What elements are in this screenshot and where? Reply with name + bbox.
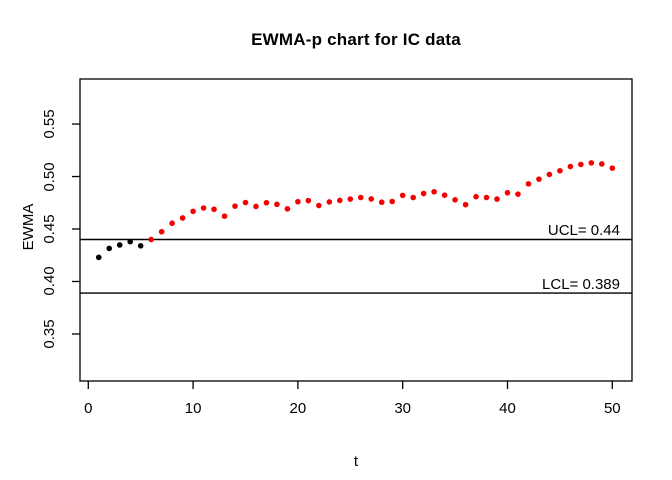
data-point-red	[546, 171, 553, 178]
data-point-red	[462, 201, 469, 208]
data-point-red	[295, 198, 301, 205]
data-point-black	[127, 238, 134, 245]
data-point-red	[609, 165, 616, 171]
y-tick-label: 0.40	[41, 266, 58, 297]
x-tick-label: 0	[84, 400, 93, 417]
data-point-red	[567, 163, 574, 170]
data-point-red	[253, 203, 259, 210]
lcl-label: LCL= 0.389	[542, 276, 620, 293]
data-point-red	[347, 196, 354, 202]
data-point-red	[420, 190, 427, 197]
data-point-red	[536, 176, 542, 182]
data-point-red	[326, 199, 333, 205]
ucl-label: UCL= 0.44	[547, 222, 620, 239]
data-point-red	[242, 199, 249, 206]
data-point-red	[305, 197, 312, 204]
data-point-red	[578, 161, 584, 168]
data-point-red	[441, 192, 448, 199]
data-point-red	[263, 199, 270, 206]
data-point-red	[158, 228, 165, 235]
x-tick-label: 50	[603, 400, 621, 417]
data-point-red	[431, 188, 437, 195]
data-point-red	[357, 194, 364, 201]
data-point-red	[389, 198, 396, 205]
data-point-red	[200, 205, 207, 211]
data-point-red	[410, 194, 416, 201]
x-tick-label: 10	[184, 400, 202, 417]
y-tick-label: 0.45	[41, 214, 58, 244]
data-point-red	[190, 208, 196, 215]
data-point-red	[483, 194, 490, 201]
data-point-red	[557, 167, 563, 174]
data-point-red	[378, 199, 385, 206]
plot-box	[79, 78, 633, 382]
data-point-red	[179, 215, 186, 221]
data-point-red	[473, 193, 479, 200]
data-point-red	[399, 192, 406, 199]
x-tick-label: 40	[499, 400, 516, 417]
y-tick-label: 0.50	[41, 161, 58, 192]
x-axis-label: t	[353, 453, 359, 470]
data-point-red	[169, 220, 175, 227]
data-point-black	[116, 242, 123, 248]
data-point-black	[95, 254, 102, 261]
data-point-red	[284, 206, 291, 212]
data-point-red	[494, 196, 500, 202]
data-point-red	[232, 203, 238, 209]
y-tick-label: 0.35	[41, 319, 58, 349]
data-point-red	[525, 181, 532, 187]
data-point-black	[106, 245, 113, 252]
data-point-red	[504, 189, 511, 196]
data-point-black	[137, 242, 144, 249]
data-point-red	[211, 206, 217, 213]
data-point-red	[148, 236, 154, 243]
chart-title: EWMA-p chart for IC data	[251, 30, 461, 49]
data-point-red	[368, 196, 375, 202]
x-tick-label: 30	[394, 400, 412, 417]
data-point-red	[515, 191, 521, 197]
data-point-red	[452, 197, 458, 203]
data-point-red	[274, 201, 280, 208]
x-tick-label: 20	[289, 400, 307, 417]
data-point-red	[599, 161, 605, 167]
y-axis-label: EWMA	[20, 203, 37, 251]
data-point-red	[316, 202, 322, 209]
data-point-red	[337, 197, 343, 204]
y-tick-label: 0.55	[41, 109, 58, 139]
data-point-red	[588, 160, 595, 166]
data-point-red	[221, 213, 228, 219]
